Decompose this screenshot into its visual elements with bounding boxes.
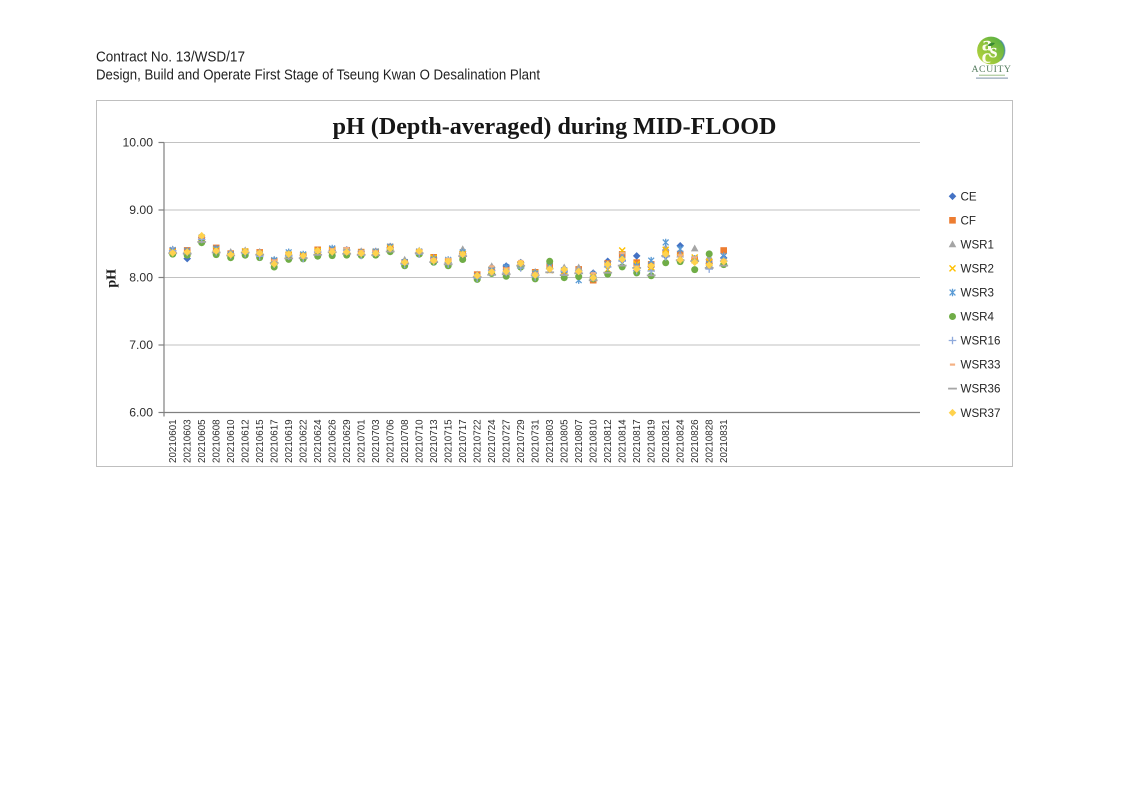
svg-text:20210826: 20210826 bbox=[690, 419, 701, 463]
svg-text:9.00: 9.00 bbox=[129, 203, 153, 217]
svg-text:20210828: 20210828 bbox=[705, 419, 716, 463]
svg-text:20210612: 20210612 bbox=[241, 419, 252, 463]
svg-text:20210819: 20210819 bbox=[647, 419, 658, 463]
svg-text:20210703: 20210703 bbox=[371, 419, 382, 463]
svg-text:20210610: 20210610 bbox=[226, 419, 237, 463]
svg-text:7.00: 7.00 bbox=[129, 338, 153, 352]
svg-text:WSR37: WSR37 bbox=[961, 407, 1001, 420]
svg-text:CE: CE bbox=[961, 190, 977, 203]
svg-text:20210629: 20210629 bbox=[342, 419, 353, 463]
svg-text:20210706: 20210706 bbox=[386, 419, 397, 463]
svg-text:20210713: 20210713 bbox=[429, 419, 440, 463]
svg-text:20210722: 20210722 bbox=[473, 419, 484, 463]
svg-text:20210724: 20210724 bbox=[487, 419, 498, 463]
svg-text:s: s bbox=[990, 40, 998, 62]
svg-text:20210807: 20210807 bbox=[574, 419, 585, 463]
svg-text:8.00: 8.00 bbox=[129, 271, 153, 285]
svg-text:10.00: 10.00 bbox=[123, 136, 154, 150]
svg-text:Design, Build and Operate Firs: Design, Build and Operate First Stage of… bbox=[96, 67, 540, 83]
svg-text:20210731: 20210731 bbox=[531, 419, 542, 463]
svg-text:20210817: 20210817 bbox=[632, 419, 643, 463]
svg-text:WSR1: WSR1 bbox=[961, 239, 995, 252]
svg-text:20210812: 20210812 bbox=[603, 419, 614, 463]
svg-text:20210727: 20210727 bbox=[502, 419, 513, 463]
svg-text:20210619: 20210619 bbox=[284, 419, 295, 463]
svg-text:20210701: 20210701 bbox=[357, 419, 368, 463]
svg-text:20210617: 20210617 bbox=[270, 419, 281, 463]
svg-text:a: a bbox=[982, 31, 993, 55]
svg-text:WSR16: WSR16 bbox=[961, 335, 1001, 348]
svg-text:20210803: 20210803 bbox=[545, 419, 556, 463]
svg-text:20210810: 20210810 bbox=[589, 419, 600, 463]
svg-text:20210715: 20210715 bbox=[444, 419, 455, 463]
svg-text:20210814: 20210814 bbox=[618, 419, 629, 463]
svg-text:Contract No. 13/WSD/17: Contract No. 13/WSD/17 bbox=[96, 50, 245, 66]
svg-text:20210805: 20210805 bbox=[560, 419, 571, 463]
svg-text:20210710: 20210710 bbox=[415, 419, 426, 463]
svg-text:WSR4: WSR4 bbox=[961, 311, 995, 324]
svg-text:pH: pH bbox=[105, 269, 120, 288]
svg-text:20210605: 20210605 bbox=[197, 419, 208, 463]
svg-text:20210821: 20210821 bbox=[661, 419, 672, 463]
svg-text:20210729: 20210729 bbox=[516, 419, 527, 463]
svg-text:20210626: 20210626 bbox=[328, 419, 339, 463]
svg-text:20210824: 20210824 bbox=[676, 419, 687, 463]
svg-text:20210615: 20210615 bbox=[255, 419, 266, 463]
svg-text:WSR2: WSR2 bbox=[961, 263, 995, 276]
svg-text:20210603: 20210603 bbox=[183, 419, 194, 463]
svg-text:WSR36: WSR36 bbox=[961, 383, 1001, 396]
svg-text:20210608: 20210608 bbox=[212, 419, 223, 463]
svg-text:20210624: 20210624 bbox=[313, 419, 324, 463]
svg-text:20210708: 20210708 bbox=[400, 419, 411, 463]
svg-text:6.00: 6.00 bbox=[129, 406, 153, 420]
svg-text:20210831: 20210831 bbox=[719, 419, 730, 463]
svg-text:20210601: 20210601 bbox=[168, 419, 179, 463]
svg-text:WSR33: WSR33 bbox=[961, 359, 1001, 372]
svg-text:WSR3: WSR3 bbox=[961, 287, 995, 300]
svg-text:pH (Depth-averaged) during MID: pH (Depth-averaged) during MID-FLOOD bbox=[333, 114, 777, 140]
svg-text:ACUITY: ACUITY bbox=[971, 64, 1011, 75]
svg-text:20210622: 20210622 bbox=[299, 419, 310, 463]
svg-text:20210717: 20210717 bbox=[458, 419, 469, 463]
svg-text:CF: CF bbox=[961, 214, 976, 227]
svg-text:c: c bbox=[982, 44, 991, 68]
